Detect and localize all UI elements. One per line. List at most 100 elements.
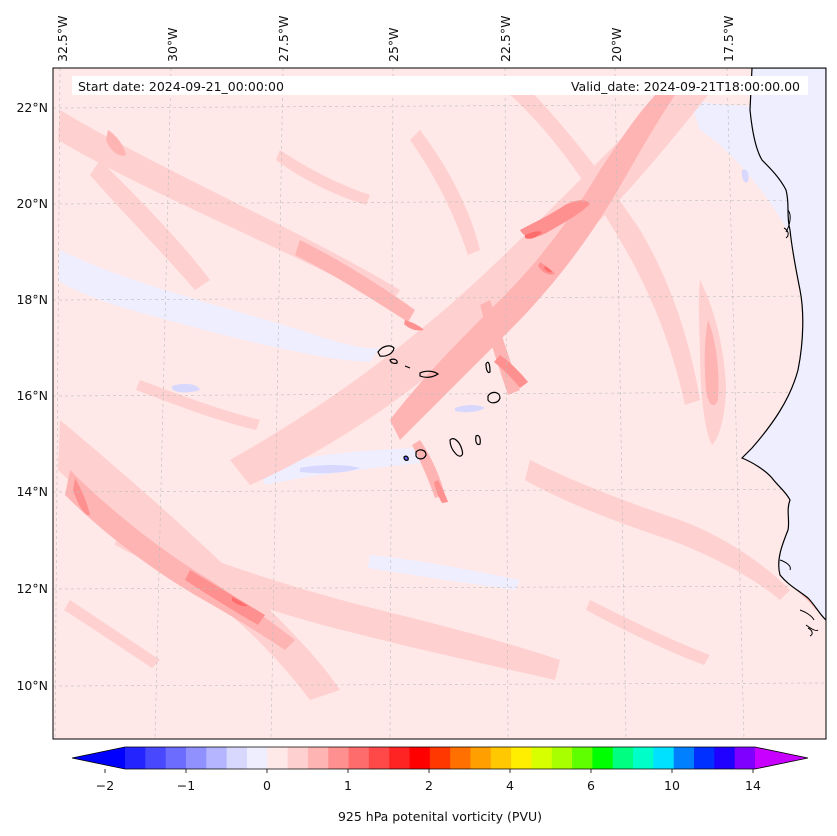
pv-core	[494, 355, 528, 388]
colorbar-tick-label: 1	[344, 778, 352, 793]
colorbar-cell	[551, 747, 573, 769]
island-sao-vicente	[389, 358, 398, 364]
island-brava	[403, 455, 409, 461]
pv-negative-patch	[368, 555, 520, 590]
colorbar-cell	[368, 747, 390, 769]
lon-label: 30°W	[165, 27, 180, 62]
pv-contour-field	[58, 80, 826, 700]
colorbar-cell	[307, 747, 329, 769]
colorbar-cell	[145, 747, 167, 769]
pv-core	[520, 200, 590, 237]
pv-core	[525, 231, 542, 239]
graticule	[53, 68, 826, 739]
lat-label: 10°N	[16, 678, 48, 693]
island-boa-vista	[487, 391, 501, 404]
pv-core	[185, 570, 265, 625]
colorbar-cell	[673, 747, 695, 769]
latitude-labels: 22°N 20°N 18°N 16°N 14°N 12°N 10°N	[16, 100, 48, 693]
lat-label: 18°N	[16, 292, 48, 307]
africa-coastline	[740, 68, 826, 621]
lat-label: 12°N	[16, 581, 48, 596]
pv-band	[525, 460, 790, 600]
colorbar-tick-label: −2	[96, 778, 114, 793]
colorbar-cell	[287, 747, 309, 769]
colorbar-extend-low	[72, 747, 125, 769]
pv-streak	[276, 150, 370, 205]
pv-band	[410, 130, 480, 255]
colorbar-cell	[531, 747, 553, 769]
lon-label: 25°W	[386, 27, 401, 62]
pv-band	[106, 130, 126, 156]
start-date-label: Start date: 2024-09-21_00:00:00	[78, 79, 284, 94]
colorbar-tick-label: 14	[745, 778, 761, 793]
lon-label: 32.5°W	[55, 16, 70, 62]
colorbar-cell	[633, 747, 654, 769]
pv-core	[544, 266, 552, 273]
colorbar-cell	[592, 747, 614, 769]
colorbar-cell	[389, 747, 411, 769]
colorbar-cell	[185, 747, 207, 769]
cape-verde-islands	[377, 345, 501, 461]
colorbar-cell	[490, 747, 512, 769]
colorbar-cell	[409, 747, 431, 769]
pv-negative-patch	[58, 250, 380, 362]
colorbar-cell	[429, 747, 451, 769]
pv-band	[90, 160, 210, 290]
island-sal	[485, 361, 491, 374]
colorbar-tick-label: 2	[425, 778, 433, 793]
pv-core	[404, 320, 424, 331]
lat-label: 14°N	[16, 484, 48, 499]
colorbar-tick-label: −1	[177, 778, 195, 793]
pv-negative-patch	[300, 465, 360, 474]
colorbar-tick-label: 0	[263, 778, 271, 793]
island-santa-luzia	[404, 365, 411, 369]
colorbar-title: 925 hPa potenital vorticity (PVU)	[338, 809, 542, 824]
colorbar-cell	[470, 747, 492, 769]
colorbar-cell	[653, 747, 675, 769]
pv-band	[295, 240, 415, 322]
colorbar-outline	[71, 746, 809, 770]
pv-band	[390, 90, 675, 440]
colorbar-cell	[328, 747, 350, 769]
lon-label: 20°W	[609, 27, 624, 62]
pv-band	[704, 320, 719, 406]
pv-negative-patch	[172, 383, 200, 393]
lat-label: 16°N	[16, 388, 48, 403]
colorbar-ticks	[104, 769, 754, 773]
pv-streak	[136, 380, 260, 430]
colorbar-cells	[72, 747, 808, 769]
lon-label: 22.5°W	[498, 16, 513, 62]
pv-core	[73, 478, 90, 516]
colorbar-cell	[165, 747, 187, 769]
colorbar-tick-label: 10	[664, 778, 680, 793]
colorbar: −2 −1 0 1 2 4 6 10 14 925 hPa potenital …	[71, 746, 809, 824]
lat-label: 20°N	[16, 196, 48, 211]
colorbar-cell	[714, 747, 736, 769]
colorbar-cell	[612, 747, 634, 769]
colorbar-tick-label: 6	[587, 778, 595, 793]
colorbar-tick-label: 4	[506, 778, 514, 793]
colorbar-cell	[734, 747, 756, 769]
pv-core	[434, 480, 448, 503]
lon-label: 17.5°W	[721, 16, 736, 62]
pv-streak	[64, 600, 160, 668]
pv-band	[505, 80, 700, 405]
colorbar-cell	[267, 747, 289, 769]
colorbar-cell	[572, 747, 593, 769]
colorbar-cell	[348, 747, 370, 769]
colorbar-cell	[511, 747, 532, 769]
pv-negative-patch	[741, 169, 749, 183]
colorbar-cell	[226, 747, 248, 769]
island-maio	[475, 434, 481, 446]
island-fogo	[415, 449, 427, 460]
island-santiago	[449, 438, 464, 457]
date-strip	[72, 76, 808, 95]
lon-label: 27.5°W	[276, 16, 291, 62]
island-sao-nicolau	[419, 370, 440, 378]
colorbar-extend-high	[755, 747, 808, 769]
island-santo-antao	[377, 345, 395, 357]
pv-core	[232, 597, 248, 607]
longitude-labels: 32.5°W 30°W 27.5°W 25°W 22.5°W 20°W 17.5…	[55, 16, 736, 62]
pv-streak	[586, 600, 710, 665]
